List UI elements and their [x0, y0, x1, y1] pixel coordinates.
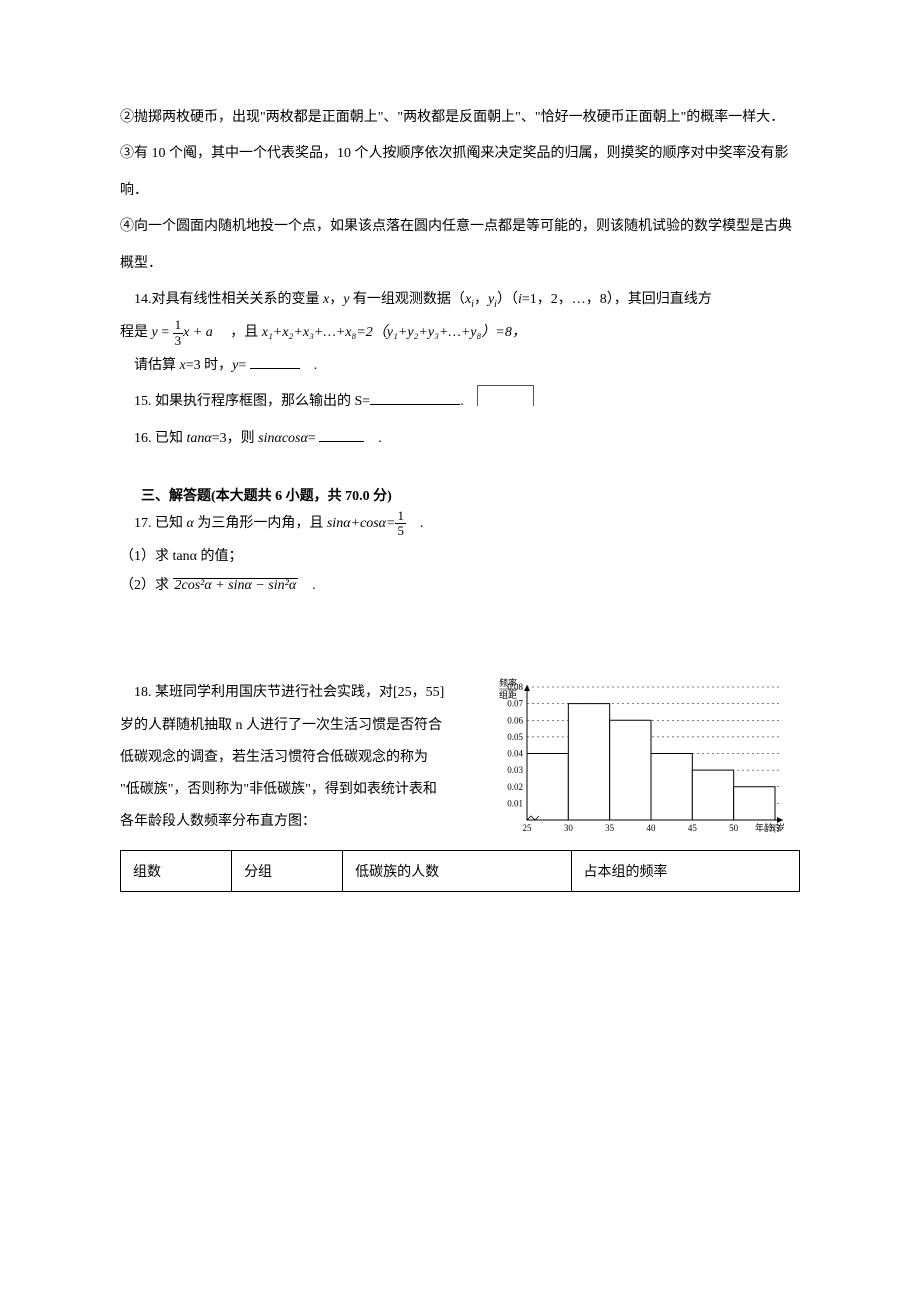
svg-text:0.07: 0.07 — [507, 699, 523, 709]
svg-text:0.01: 0.01 — [507, 799, 523, 809]
svg-text:0.03: 0.03 — [507, 766, 523, 776]
q17-post: . — [406, 516, 424, 531]
th-0: 组数 — [121, 851, 232, 892]
q16-post: . — [364, 431, 382, 446]
q15-post: . — [460, 394, 464, 409]
q17-frac-num: 1 — [395, 509, 406, 524]
q14-sep2: ， — [474, 292, 488, 307]
q18-l3: "低碳族"，否则称为"非低碳族"，得到如表统计表和 — [120, 774, 470, 806]
q17-pre: 17. 已知 — [120, 516, 187, 531]
q17-p2-post: . — [298, 578, 316, 593]
th-3: 占本组的频率 — [571, 851, 799, 892]
svg-text:0.02: 0.02 — [507, 782, 523, 792]
svg-text:年龄(岁): 年龄(岁) — [755, 822, 785, 833]
q14-tail: =1，2，…，8），其回归直线方 — [522, 292, 712, 307]
table-row: 组数 分组 低碳族的人数 占本组的频率 — [121, 851, 800, 892]
svg-text:40: 40 — [647, 823, 657, 833]
statement-4: ④向一个圆面内随机地投一个点，如果该点落在圆内任意一点都是等可能的，则该随机试验… — [120, 209, 800, 282]
q14-l2-pre: 程是 — [120, 325, 152, 340]
q18-l0: 18. 某班同学利用国庆节进行社会实践，对[25，55] — [120, 677, 470, 709]
q17-expr: 2cos²α + sinα − sin²α — [173, 578, 299, 593]
q16-cos: cosα — [282, 431, 308, 446]
q18-l1: 岁的人群随机抽取 n 人进行了一次生活习惯是否符合 — [120, 710, 470, 742]
q14-eq-eq: = — [158, 325, 173, 340]
q18-row: 18. 某班同学利用国庆节进行社会实践，对[25，55] 岁的人群随机抽取 n … — [120, 677, 800, 842]
q15: 15. 如果执行程序框图，那么输出的 S=. — [120, 384, 800, 420]
page: ②抛掷两枚硬币，出现"两枚都是正面朝上"、"两枚都是反面朝上"、"恰好一枚硬币正… — [0, 0, 920, 972]
svg-text:0.04: 0.04 — [507, 749, 523, 759]
svg-text:频率: 频率 — [499, 677, 517, 688]
q17-sincos: sinα+cosα= — [327, 516, 396, 531]
q14-pre: 14.对具有线性相关关系的变量 — [120, 292, 323, 307]
svg-text:组距: 组距 — [499, 689, 517, 700]
q17-part1: （1）求 tanα 的值； — [120, 539, 800, 575]
q17-alpha: α — [187, 516, 194, 531]
spacer — [120, 597, 800, 677]
q17-frac: 15 — [395, 509, 406, 539]
th-1: 分组 — [232, 851, 343, 892]
q16-sin: sinα — [258, 431, 282, 446]
q17-line1: 17. 已知 α 为三角形一内角，且 sinα+cosα=15 . — [120, 509, 800, 539]
flowchart-fragment-icon — [477, 385, 534, 406]
q15-text: 15. 如果执行程序框图，那么输出的 S= — [120, 394, 370, 409]
q15-blank — [370, 390, 460, 405]
q18-table: 组数 分组 低碳族的人数 占本组的频率 — [120, 850, 800, 892]
q18-l4: 各年龄段人数频率分布直方图： — [120, 806, 470, 838]
th-2: 低碳族的人数 — [343, 851, 571, 892]
q17-part2: （2）求 2cos²α + sinα − sin²α . — [120, 575, 800, 597]
q14-post: ）（ — [497, 292, 518, 307]
q18-text: 18. 某班同学利用国庆节进行社会实践，对[25，55] 岁的人群随机抽取 n … — [120, 677, 470, 838]
q14-l3-post: . — [300, 358, 318, 373]
q14-frac: 13 — [173, 318, 184, 348]
q14-l3-pre: 请估算 — [120, 358, 180, 373]
q14-l3-mid: =3 时， — [186, 358, 232, 373]
svg-text:30: 30 — [564, 823, 574, 833]
histogram-chart: 0.010.020.030.040.050.060.070.0825303540… — [485, 677, 785, 842]
statement-3: ③有 10 个阄，其中一个代表奖品，10 个人按顺序依次抓阄来决定奖品的归属，则… — [120, 136, 800, 209]
q17-frac-den: 5 — [395, 524, 406, 538]
q17-expr-text: 2cos²α + sinα − sin²α — [175, 578, 297, 593]
q14-line2: 程是 y = 13x + a ，且 x₁+x₂+x₃+…+x₈=2（y₁+y₂+… — [120, 318, 800, 348]
q14-line3: 请估算 x=3 时，y= . — [120, 348, 800, 384]
q14-frac-num: 1 — [173, 318, 184, 333]
q16-blank — [319, 427, 364, 442]
q14-l2-mid: ，且 — [216, 325, 262, 340]
q16: 16. 已知 tanα=3，则 sinαcosα= . — [120, 421, 800, 457]
section-3-title: 三、解答题(本大题共 6 小题，共 70.0 分) — [120, 485, 800, 505]
q17-p2-pre: （2）求 — [120, 578, 173, 593]
q16-pre: 16. 已知 — [120, 431, 187, 446]
q16-eq3: =3，则 — [212, 431, 258, 446]
q14-mid: 有一组观测数据（ — [349, 292, 465, 307]
svg-text:35: 35 — [605, 823, 615, 833]
q16-eq: = — [308, 431, 319, 446]
statement-2: ②抛掷两枚硬币，出现"两枚都是正面朝上"、"两枚都是反面朝上"、"恰好一枚硬币正… — [120, 100, 800, 136]
q14-frac-den: 3 — [173, 334, 184, 348]
svg-text:0.06: 0.06 — [507, 716, 523, 726]
q14-sep1: ， — [329, 292, 343, 307]
q14-l3-eq: = — [238, 358, 249, 373]
q18-l1-t: 岁的人群随机抽取 n 人进行了一次生活习惯是否符合 — [120, 718, 442, 733]
q14-sum: x₁+x₂+x₃+…+x₈=2（y₁+y₂+y₃+…+y₈）=8， — [262, 325, 526, 340]
q18-l2: 低碳观念的调查，若生活习惯符合低碳观念的称为 — [120, 742, 470, 774]
svg-text:0.05: 0.05 — [507, 732, 523, 742]
svg-text:45: 45 — [688, 823, 698, 833]
q14-line1: 14.对具有线性相关关系的变量 x，y 有一组观测数据（xi，yi）（i=1，2… — [120, 282, 800, 318]
svg-text:50: 50 — [729, 823, 739, 833]
q14-blank — [250, 354, 300, 369]
q14-xa: x + a — [183, 325, 213, 340]
q16-tan: tanα — [187, 431, 212, 446]
q17-mid: 为三角形一内角，且 — [194, 516, 327, 531]
svg-text:25: 25 — [523, 823, 533, 833]
